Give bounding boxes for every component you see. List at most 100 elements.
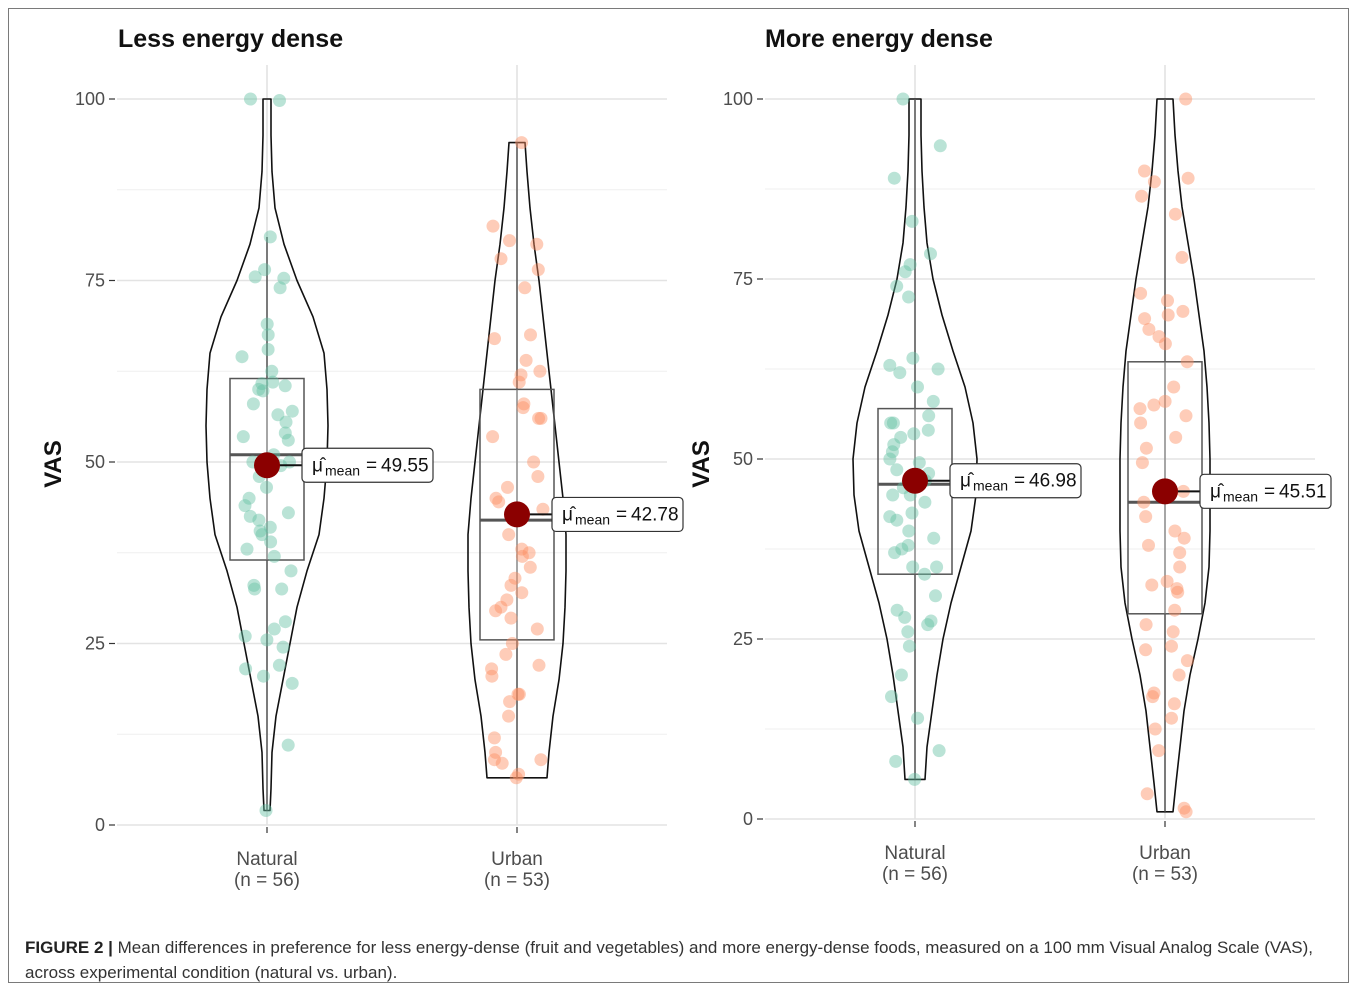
data-point [1135, 456, 1149, 470]
data-point [901, 538, 915, 552]
data-point [1173, 546, 1187, 560]
violin-outline [852, 98, 978, 781]
data-point [887, 438, 901, 452]
data-point [927, 531, 941, 545]
data-point [1177, 531, 1191, 545]
data-point [267, 549, 281, 563]
data-point [1147, 175, 1161, 189]
data-point [932, 744, 946, 758]
data-point [1181, 171, 1195, 185]
data-point [894, 430, 908, 444]
data-point [534, 411, 548, 425]
mean-subscript: mean [973, 478, 1008, 494]
data-point [1168, 603, 1182, 617]
x-category-n-label: (n = 56) [234, 870, 300, 891]
data-point [533, 364, 547, 378]
mean-value-label: 42.78 [631, 504, 679, 525]
mean-equals: = [1014, 471, 1025, 492]
data-point [926, 394, 940, 408]
mean-marker [902, 467, 928, 494]
data-point [1146, 690, 1160, 704]
data-point [252, 382, 266, 396]
y-tick-label: 0 [95, 815, 105, 835]
data-point [524, 328, 537, 342]
data-point [898, 265, 912, 279]
data-point [894, 668, 908, 682]
data-point [886, 416, 900, 430]
data-point [238, 629, 252, 643]
data-point [886, 488, 900, 502]
data-point [509, 771, 523, 785]
data-point [261, 343, 275, 356]
y-tick-label: 100 [723, 89, 753, 109]
data-point [1142, 322, 1156, 336]
data-point [504, 611, 518, 625]
data-point [522, 546, 536, 560]
data-point [272, 658, 286, 672]
data-point [248, 582, 262, 596]
data-point [260, 480, 273, 494]
data-point [487, 731, 501, 745]
data-point [1161, 308, 1175, 322]
data-point [1176, 304, 1190, 318]
data-point [1158, 337, 1172, 351]
data-point [1165, 711, 1178, 725]
data-point [515, 586, 529, 600]
data-point [890, 603, 904, 617]
data-point [273, 94, 286, 107]
data-point [512, 767, 526, 781]
data-point [530, 237, 544, 251]
data-point [1168, 524, 1182, 538]
data-point [883, 510, 897, 524]
violin-outline [1119, 98, 1211, 813]
data-point [503, 234, 516, 248]
data-point [902, 639, 916, 653]
data-point [924, 614, 938, 628]
data-point [279, 415, 293, 429]
data-point [508, 571, 522, 585]
data-point [933, 139, 947, 153]
data-point [523, 560, 537, 574]
data-point [905, 214, 919, 228]
data-point [519, 353, 533, 367]
y-tick-label: 50 [85, 452, 105, 472]
y-tick-label: 25 [733, 629, 753, 649]
data-point [260, 317, 274, 331]
data-point [271, 408, 285, 422]
data-point [1161, 294, 1174, 308]
data-point [242, 491, 256, 505]
data-point [511, 687, 525, 701]
data-point [534, 753, 548, 767]
data-point [531, 263, 545, 277]
data-point [930, 560, 944, 574]
data-point [922, 409, 936, 423]
data-point [489, 745, 503, 759]
data-point [516, 401, 530, 415]
data-point [885, 445, 899, 459]
data-point [531, 470, 545, 483]
mean-label-box [949, 463, 1082, 499]
data-point [902, 524, 916, 538]
data-point [256, 384, 270, 398]
data-point [1179, 805, 1193, 819]
data-point [931, 362, 945, 376]
chart-title: Less energy dense [118, 25, 343, 53]
mean-subscript: mean [325, 462, 360, 478]
data-point [1167, 697, 1181, 711]
data-point [252, 513, 266, 527]
data-point [1171, 585, 1185, 599]
data-point [902, 290, 916, 304]
data-point [918, 567, 932, 581]
data-point [495, 756, 509, 770]
mean-equals: = [366, 455, 377, 476]
data-point [527, 455, 541, 469]
data-point [515, 549, 529, 563]
x-category-label: Natural [884, 843, 945, 864]
data-point [1134, 286, 1148, 300]
data-point [1179, 92, 1193, 106]
data-point [486, 219, 500, 233]
data-point [517, 397, 531, 411]
data-point [1177, 801, 1191, 815]
data-point [890, 513, 904, 527]
